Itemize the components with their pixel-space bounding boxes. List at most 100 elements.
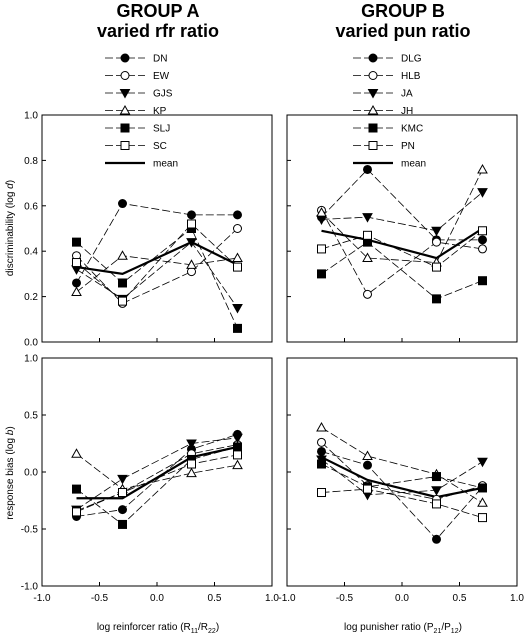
data-point-hlb [478, 244, 487, 254]
data-point-gjs [232, 433, 243, 444]
series-line-sc [76, 454, 238, 513]
legend-label-dn: DN [153, 54, 167, 65]
data-point-kp [186, 467, 197, 478]
series-line-gjs [76, 437, 238, 510]
series-line-kmc [321, 241, 483, 300]
data-point-dn [233, 210, 242, 220]
data-point-ja [431, 486, 442, 496]
x-tick-label: 1.0 [510, 593, 524, 604]
y-tick-label: 0.5 [24, 411, 38, 422]
data-point-ew [187, 267, 196, 277]
data-point-sc [187, 459, 196, 469]
x-tick-label: -1.0 [33, 593, 51, 604]
legend-marker-dlg [368, 53, 378, 63]
x-tick-label: 0.0 [395, 593, 409, 604]
data-point-pn [432, 499, 441, 509]
legend-marker-jh [367, 104, 379, 115]
data-point-jh [362, 450, 373, 461]
panel-group-b-discriminability: DLG HLB JA JH KMC PN mean [286, 53, 518, 343]
data-point-gjs [186, 439, 197, 450]
data-point-kp [186, 259, 197, 269]
legend-marker-slj [120, 123, 130, 133]
data-point-sc [72, 258, 81, 268]
data-point-pn [317, 244, 326, 254]
data-point-kp [232, 252, 243, 263]
data-point-sc [118, 488, 127, 498]
series-line-mean [76, 445, 238, 500]
y-tick-label: 0.2 [24, 292, 38, 303]
data-point-pn [432, 262, 441, 272]
legend-marker-sc [120, 141, 130, 150]
x-tick-label: -0.5 [91, 593, 109, 604]
data-point-dlg [432, 534, 441, 544]
legend-label-sc: SC [153, 141, 167, 152]
y-tick-label: 1.0 [24, 354, 38, 365]
series-line-dn [76, 203, 238, 284]
data-point-hlb [432, 237, 441, 247]
series-line-slj [76, 227, 238, 329]
legend-label-slj: SLJ [153, 124, 170, 135]
series-line-jh [321, 427, 483, 504]
data-point-jh [316, 207, 327, 217]
data-point-pn [363, 484, 372, 494]
data-point-gjs [117, 474, 128, 485]
data-point-ew [233, 224, 242, 233]
series-line-ja [321, 459, 483, 496]
legend-label-kmc: KMC [401, 124, 423, 135]
data-point-slj [72, 484, 81, 494]
legend-marker-pn [368, 141, 378, 150]
x-tick-label: 0.5 [453, 593, 467, 604]
legend-label-ew: EW [153, 71, 170, 82]
data-point-slj [118, 519, 127, 529]
series-line-gjs [76, 241, 238, 309]
data-point-hlb [317, 437, 326, 447]
panel-group-a-response-bias: -1.0 -0.5 0.0 0.5 1.0 -1.0 -0.5 0.0 0.5 1.0 [21, 354, 280, 605]
series-line-mean [76, 240, 238, 276]
series-line-jh [321, 169, 483, 263]
legend-label-ja: JA [401, 89, 413, 100]
data-point-ja [477, 188, 488, 198]
y-tick-label: 1.0 [24, 111, 38, 122]
x-tick-label: 1.0 [265, 593, 279, 604]
series-line-mean [321, 456, 483, 499]
data-point-slj [233, 323, 242, 333]
legend-label-kp: KP [153, 106, 167, 117]
data-point-jh [477, 497, 488, 507]
data-point-jh [477, 163, 488, 174]
y-tick-label: -0.5 [21, 525, 39, 536]
panel-group-b-response-bias: -1.0 -0.5 0.0 0.5 1.0 [278, 357, 524, 604]
data-point-kp [117, 250, 128, 260]
panel-group-a-discriminability: 0.0 0.2 0.4 0.6 0.8 1.0 DN EW GJS KP SLJ SC mean [24, 53, 273, 349]
legend-marker-ja [367, 89, 379, 99]
data-point-sc [118, 296, 127, 306]
y-tick-label: 0.8 [24, 156, 38, 167]
series-line-kp [76, 453, 238, 490]
data-point-ja [431, 226, 442, 237]
data-point-slj [72, 237, 81, 247]
data-point-dn [72, 278, 81, 288]
plot-frame [41, 357, 273, 587]
data-point-pn [317, 488, 326, 498]
data-point-gjs [186, 238, 197, 248]
group-a-title: GROUP A [116, 1, 199, 21]
series-line-dlg [321, 451, 483, 540]
y-tick-label: 0.6 [24, 201, 38, 212]
x-axis-title-left: log reinforcer ratio (R11/R22) [97, 622, 219, 635]
data-point-kmc [432, 472, 441, 482]
x-tick-label: 0.0 [150, 593, 164, 604]
data-point-dlg [478, 235, 487, 245]
data-point-dlg [363, 460, 372, 470]
data-point-sc [233, 262, 242, 272]
series-line-dn [76, 433, 238, 517]
data-point-slj [233, 442, 242, 452]
series-line-mean [321, 227, 484, 260]
series-line-kmc [321, 463, 483, 489]
data-point-kp [232, 459, 243, 470]
y-tick-label: 0.0 [24, 468, 38, 479]
legend-marker-hlb [368, 71, 378, 80]
data-point-gjs [71, 265, 82, 275]
data-point-sc [187, 219, 196, 229]
data-point-dlg [317, 446, 326, 456]
legend-label-gjs: GJS [153, 89, 173, 100]
series-line-sc [76, 223, 238, 302]
